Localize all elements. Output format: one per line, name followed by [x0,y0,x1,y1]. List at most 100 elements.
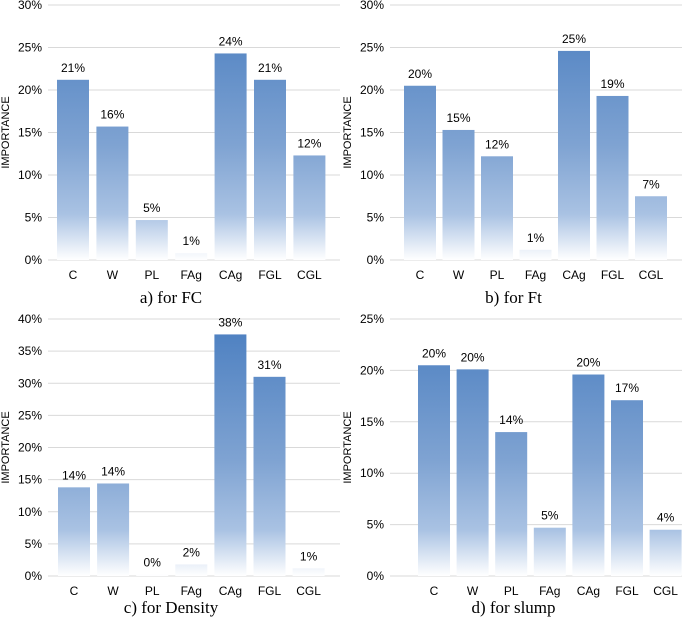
y-tick-label: 15% [360,415,384,429]
data-label: 2% [183,545,201,559]
x-tick-label: CGL [297,268,322,282]
data-label: 0% [144,556,162,570]
y-tick-label: 5% [25,537,43,551]
bar-cgl [635,196,667,260]
data-label: 1% [300,549,318,563]
chart-panel-density: 0% 5% 10% 15% 20% 25% 30% 35% 40% IMPORTANCE 14% C 1… [0,312,342,624]
data-label: 31% [257,358,281,372]
x-tick-label: CAg [577,584,600,598]
data-label: 14% [499,413,523,427]
data-label: 16% [100,108,124,122]
bar-pl [135,220,168,260]
y-tick-label: 0% [367,253,385,267]
bar-fgl [253,376,286,576]
x-tick-label: C [416,268,425,282]
y-tick-label: 0% [367,569,385,583]
bar-c [57,79,89,260]
bar-fgl [596,95,629,260]
bar-fag [175,253,208,260]
x-tick-label: W [107,268,119,282]
y-axis-title: IMPORTANCE [0,411,12,483]
bar-cag [558,50,590,261]
y-tick-label: 5% [25,211,43,225]
y-tick-label: 10% [360,168,384,182]
bar-w [442,129,475,260]
x-tick-label: CAg [219,584,242,598]
x-tick-label: W [107,584,119,598]
bar-c [418,365,450,576]
bar-fag [519,249,552,260]
data-label: 25% [562,32,586,46]
x-tick-label: W [467,584,479,598]
data-label: 12% [297,136,321,150]
y-tick-label: 0% [25,253,43,267]
chart-caption-slump: d) for slump [471,598,556,617]
bar-cgl [649,529,682,576]
bar-cag [214,53,247,261]
y-tick-label: 30% [360,0,384,12]
y-tick-label: 5% [367,211,385,225]
y-axis-title: IMPORTANCE [342,96,354,168]
chart-caption-density: c) for Density [123,598,219,617]
y-tick-label: 40% [18,312,42,326]
chart-caption-ft: b) for Ft [485,288,542,307]
data-label: 17% [615,381,639,395]
y-tick-label: 25% [360,41,384,55]
data-label: 20% [422,346,446,360]
bar-cag [572,374,605,576]
data-label: 5% [143,201,161,215]
y-tick-label: 10% [18,505,42,519]
bar-pl [136,574,169,576]
y-tick-label: 20% [360,363,384,377]
data-label: 19% [600,77,624,91]
x-tick-label: PL [490,268,505,282]
data-label: 15% [446,111,470,125]
data-label: 38% [218,315,242,329]
chart-panel-fc: 0% 5% 10% 15% 20% 25% 30% IMPORTANCE 21% C 16% W 5% P… [0,0,342,312]
bar-pl [495,432,528,576]
bar-cgl [293,155,326,260]
bar-cag [214,334,247,576]
data-label: 5% [541,509,559,523]
x-tick-label: CAg [219,268,242,282]
bar-fag [533,527,566,576]
x-tick-label: FAg [181,268,202,282]
x-tick-label: FAg [525,268,546,282]
bar-fgl [611,400,643,576]
x-tick-label: PL [504,584,519,598]
y-tick-label: 30% [18,0,42,12]
y-tick-label: 15% [360,126,384,140]
x-tick-label: FGL [601,268,625,282]
data-label: 14% [62,468,86,482]
data-label: 20% [408,67,432,81]
data-label: 12% [485,137,509,151]
data-label: 14% [101,464,125,478]
x-tick-label: PL [145,584,160,598]
bar-c [58,487,90,576]
bar-cgl [292,568,325,576]
x-tick-label: FAg [539,584,560,598]
y-tick-label: 5% [367,518,385,532]
data-label: 20% [576,356,600,370]
data-label: 1% [527,231,545,245]
bar-c [404,85,436,260]
y-tick-label: 0% [25,569,43,583]
data-label: 1% [183,234,201,248]
y-tick-label: 30% [18,376,42,390]
y-tick-label: 25% [360,312,384,326]
x-tick-label: CGL [639,268,664,282]
chart-svg-density: 0% 5% 10% 15% 20% 25% 30% 35% 40% IMPORTANCE 14% C 1… [0,312,340,598]
x-tick-label: FAg [181,584,202,598]
x-tick-label: C [70,584,79,598]
x-tick-label: CAg [562,268,585,282]
chart-panel-slump: 0% 5% 10% 15% 20% 25% IMPORTANCE 20% C 20% W 14% PL 5… [342,312,685,624]
y-axis-title: IMPORTANCE [0,96,12,168]
x-tick-label: CGL [653,584,678,598]
y-tick-label: 25% [18,41,42,55]
bar-fgl [254,79,286,260]
chart-svg-fc: 0% 5% 10% 15% 20% 25% 30% IMPORTANCE 21% C 16% W 5% P… [0,0,340,282]
data-label: 24% [219,34,243,48]
data-label: 4% [657,511,675,525]
bar-w [456,369,489,576]
data-label: 21% [61,61,85,75]
